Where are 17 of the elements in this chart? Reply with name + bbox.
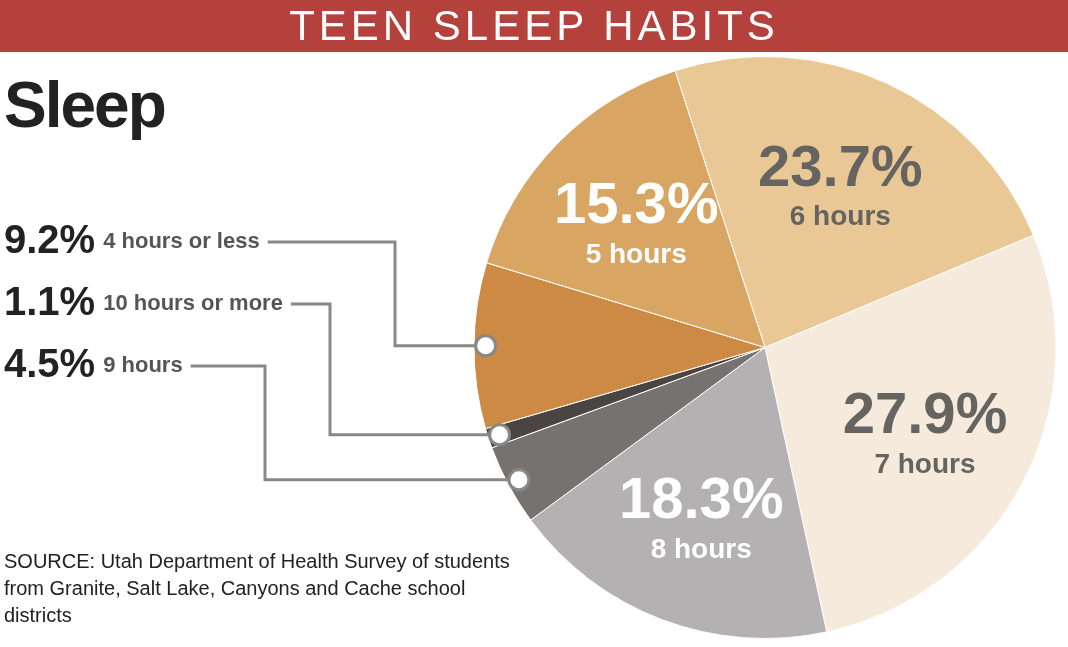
data-label: 15.3% [553,170,719,236]
slice-label: 7 hours [874,447,976,479]
slice-label: 9 hours [103,352,183,378]
slice-label: 5 hours [585,237,687,269]
data-label: 23.7% [758,132,923,198]
slice-label: 6 hours [789,200,891,232]
slice-label: 4 hours or less [103,228,260,254]
chart-title: TEEN SLEEP HABITS [0,0,1068,52]
data-label: 27.9% [842,379,1008,445]
slice-label: 10 hours or more [103,290,283,316]
chart-subtitle: Sleep [4,68,165,142]
source-note: SOURCE: Utah Department of Health Survey of students from Granite, Salt Lake, Canyons and Cache school districts [4,549,511,628]
data-label: 18.3% [618,465,784,531]
data-label: 4.5% [4,341,96,386]
data-label: 9.2% [4,217,96,262]
slice-label: 8 hours [650,532,752,564]
data-label: 1.1% [4,279,96,324]
